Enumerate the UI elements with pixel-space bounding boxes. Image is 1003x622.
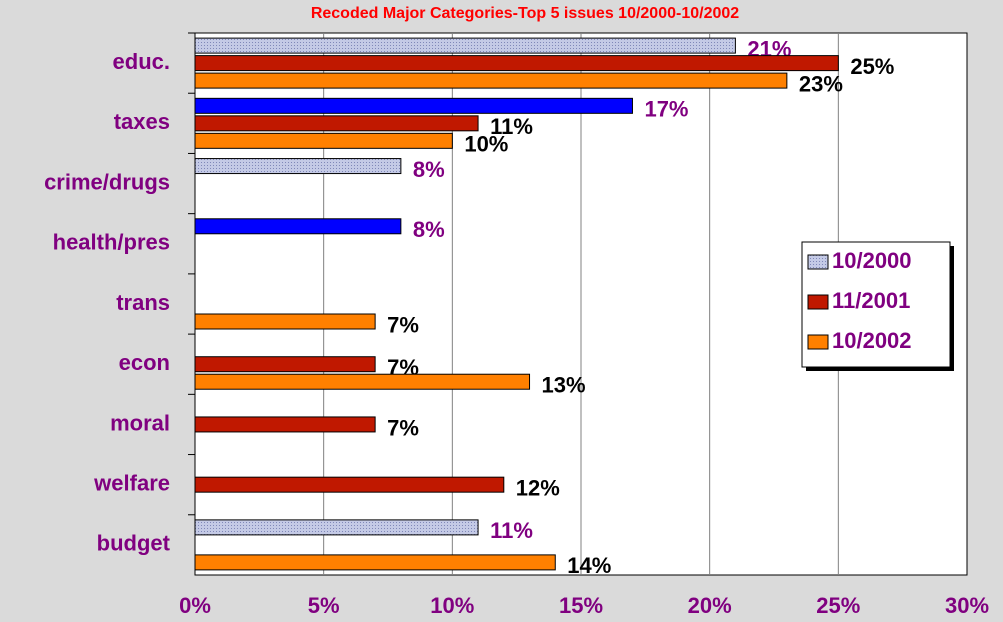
y-tick-label: welfare: [93, 470, 170, 495]
bar: [194, 356, 376, 373]
value-label: 13%: [542, 373, 586, 398]
value-label: 10%: [464, 132, 508, 157]
y-tick-label: trans: [116, 290, 170, 315]
legend-swatch: [807, 254, 829, 270]
y-tick-label: budget: [97, 531, 171, 556]
value-label: 11%: [490, 518, 533, 543]
y-tick-label: taxes: [114, 109, 170, 134]
value-label: 7%: [387, 415, 419, 440]
bar: [194, 132, 453, 149]
y-tick-label: moral: [110, 410, 170, 435]
x-tick-label: 0%: [179, 593, 211, 618]
bar: [194, 519, 479, 536]
y-tick-label: educ.: [113, 49, 170, 74]
value-label: 23%: [799, 71, 843, 96]
bar: [194, 115, 479, 132]
value-label: 8%: [413, 217, 445, 242]
value-label: 12%: [516, 475, 560, 500]
bar: [194, 55, 839, 72]
bar: [194, 37, 736, 54]
bar: [194, 554, 556, 571]
chart-title: Recoded Major Categories-Top 5 issues 10…: [311, 5, 739, 22]
legend-swatch: [807, 294, 829, 310]
value-label: 11%: [490, 114, 533, 139]
legend-label: 10/2002: [832, 328, 912, 353]
legend-label: 10/2000: [832, 248, 912, 273]
x-tick-label: 15%: [559, 593, 603, 618]
y-tick-label: econ: [119, 350, 170, 375]
y-tick-label: health/pres: [53, 230, 170, 255]
bar: [194, 158, 402, 175]
bar: [194, 373, 531, 390]
value-label: 17%: [644, 97, 688, 122]
value-label: 25%: [850, 54, 894, 79]
bar: [194, 313, 376, 330]
bar: [194, 218, 402, 235]
legend-label: 11/2001: [832, 288, 910, 313]
y-tick-label: crime/drugs: [44, 169, 170, 194]
x-tick-label: 20%: [688, 593, 732, 618]
bar: [194, 97, 633, 114]
legend-swatch: [807, 334, 829, 350]
bar: [194, 476, 505, 493]
x-tick-label: 30%: [945, 593, 989, 618]
value-label: 7%: [387, 312, 419, 337]
x-tick-label: 10%: [430, 593, 474, 618]
x-tick-label: 25%: [816, 593, 860, 618]
bar: [194, 72, 788, 89]
x-tick-label: 5%: [308, 593, 340, 618]
value-label: 14%: [567, 553, 611, 578]
bar: [194, 416, 376, 433]
value-label: 8%: [413, 157, 445, 182]
